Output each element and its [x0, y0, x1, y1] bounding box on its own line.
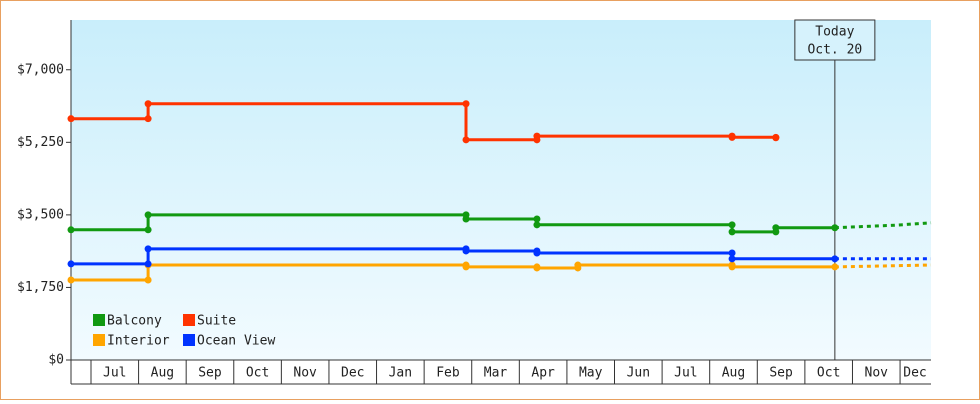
x-tick-label: Jan	[389, 366, 412, 381]
price-dot	[574, 261, 582, 269]
price-dot	[728, 228, 736, 236]
price-dot	[144, 245, 152, 253]
price-dot	[67, 276, 75, 284]
price-dot	[67, 115, 75, 123]
price-dot	[533, 132, 541, 140]
price-dot	[772, 224, 780, 232]
y-tick-label: $1,750	[17, 280, 64, 295]
legend-label: Balcony	[107, 314, 162, 329]
y-tick-label: $0	[48, 353, 64, 368]
legend-swatch	[183, 314, 195, 326]
price-dot	[533, 249, 541, 257]
x-tick-label: Nov	[293, 366, 317, 381]
today-label: Today	[815, 25, 854, 40]
plot-area	[71, 20, 931, 360]
price-dot	[462, 100, 470, 108]
price-dot	[462, 263, 470, 271]
y-tick-label: $5,250	[17, 135, 64, 150]
price-dot	[831, 255, 839, 263]
x-tick-label: Dec	[341, 366, 364, 381]
price-dot	[772, 134, 780, 142]
y-tick-label: $3,500	[17, 207, 64, 222]
projection-line	[834, 263, 932, 269]
price-dot	[728, 249, 736, 257]
x-tick-label: Dec	[903, 366, 926, 381]
today-label: Oct. 20	[807, 43, 862, 58]
price-dot	[67, 260, 75, 268]
legend-swatch	[183, 334, 195, 346]
price-dot	[831, 263, 839, 271]
x-tick-label: May	[579, 366, 603, 381]
price-dot	[728, 263, 736, 271]
price-dot	[533, 221, 541, 229]
price-dot	[462, 247, 470, 255]
x-tick-label: Apr	[531, 366, 555, 381]
price-dot	[728, 133, 736, 141]
price-dot	[144, 260, 152, 268]
price-dot	[462, 215, 470, 223]
x-tick-label: Oct	[817, 366, 840, 381]
today-box	[794, 19, 876, 61]
legend-label: Ocean View	[197, 334, 275, 349]
price-dot	[533, 264, 541, 272]
price-dot	[831, 224, 839, 232]
legend-label: Interior	[107, 334, 170, 349]
x-tick-label: Jul	[674, 366, 697, 381]
legend-label: Suite	[197, 314, 236, 329]
price-dot	[144, 100, 152, 108]
price-dot	[462, 136, 470, 144]
price-dot	[144, 211, 152, 219]
x-tick-label: Mar	[484, 366, 508, 381]
x-tick-label: Jun	[627, 366, 650, 381]
price-dot	[67, 226, 75, 234]
x-tick-label: Nov	[865, 366, 889, 381]
x-tick-label: Jul	[103, 366, 126, 381]
price-dot	[144, 115, 152, 123]
x-tick-label: Aug	[722, 366, 745, 381]
x-tick-label: Aug	[151, 366, 174, 381]
legend-swatch	[93, 314, 105, 326]
price-dot	[728, 221, 736, 229]
x-tick-label: Feb	[436, 366, 460, 381]
x-tick-label: Sep	[198, 366, 222, 381]
x-tick-label: Sep	[769, 366, 793, 381]
y-tick-label: $7,000	[17, 62, 64, 77]
price-dot	[144, 276, 152, 284]
legend-swatch	[93, 334, 105, 346]
price-dot	[533, 215, 541, 223]
price-dot	[144, 226, 152, 234]
price-dot	[728, 255, 736, 263]
x-tick-label: Oct	[246, 366, 269, 381]
